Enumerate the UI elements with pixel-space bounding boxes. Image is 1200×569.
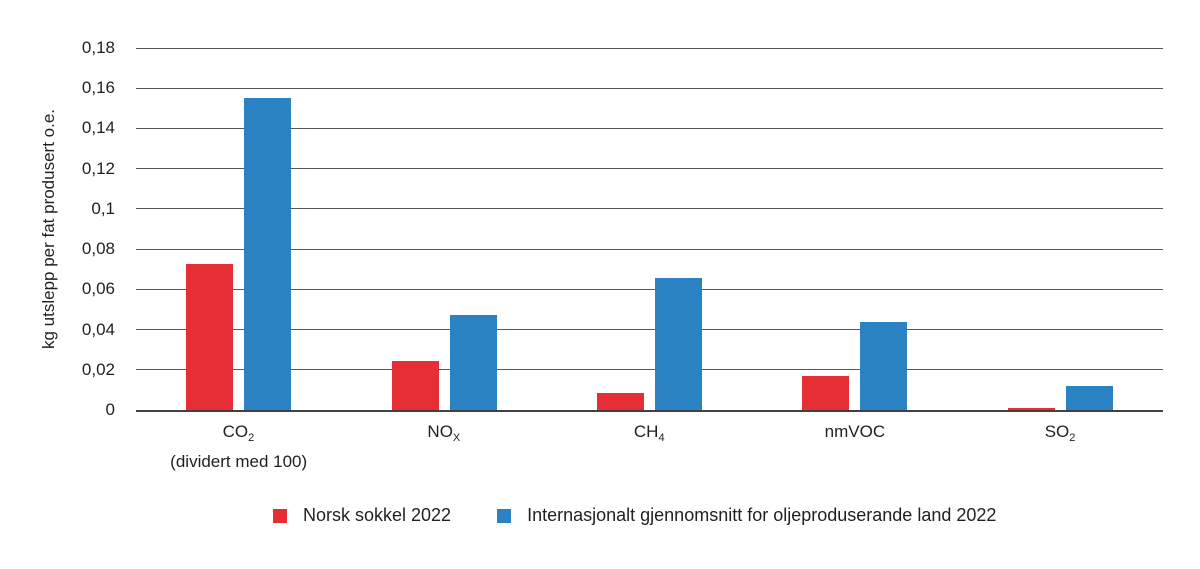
x-category-label: SO2 <box>1044 422 1076 444</box>
bar-series0-cat1 <box>391 360 439 410</box>
y-axis-title: kg utslepp per fat produsert o.e. <box>39 108 58 350</box>
y-tick-label: 0,06 <box>81 279 115 299</box>
gridline <box>136 87 1163 89</box>
legend-label-norsk-sokkel: Norsk sokkel 2022 <box>303 505 452 525</box>
gridline <box>136 208 1163 210</box>
y-tick-label: 0,02 <box>81 359 115 379</box>
x-category-note: (dividert med 100) <box>170 452 308 471</box>
legend-label-internasjonalt-gjennomsnitt: Internasjonalt gjennomsnitt for oljeprod… <box>527 505 997 525</box>
bar-series1-cat0 <box>244 98 292 410</box>
legend: Norsk sokkel 2022 Internasjonalt gjennom… <box>273 505 996 526</box>
bar-series0-cat0 <box>186 264 234 410</box>
legend-item-internasjonalt-gjennomsnitt: Internasjonalt gjennomsnitt for oljeprod… <box>497 505 996 526</box>
bar-series1-cat4 <box>1065 385 1113 410</box>
y-tick-label: 0,14 <box>81 118 115 138</box>
y-tick-label: 0,04 <box>81 319 115 339</box>
plot-area <box>136 47 1163 412</box>
legend-item-norsk-sokkel: Norsk sokkel 2022 <box>273 505 451 526</box>
y-tick-label: 0,1 <box>91 198 115 218</box>
y-tick-label: 0,16 <box>81 78 115 98</box>
gridline <box>136 47 1163 49</box>
bar-series0-cat4 <box>1007 408 1055 410</box>
bar-series1-cat3 <box>860 321 908 410</box>
bar-series1-cat1 <box>449 315 497 410</box>
x-category-label: nmVOC <box>824 422 886 441</box>
gridline <box>136 127 1163 129</box>
gridline <box>136 369 1163 371</box>
y-tick-label: 0,12 <box>81 158 115 178</box>
x-category-label: CO2 (dividert med 100) <box>129 420 349 473</box>
gridline <box>136 248 1163 250</box>
legend-swatch-red <box>273 508 287 523</box>
y-tick-label: 0,18 <box>81 38 115 57</box>
gridline <box>136 288 1163 290</box>
bar-series1-cat2 <box>655 278 702 410</box>
gridline <box>136 329 1163 331</box>
bar-series0-cat2 <box>597 392 644 410</box>
gridline <box>136 168 1163 170</box>
y-tick-label: 0,08 <box>81 239 115 259</box>
legend-swatch-blue <box>497 508 512 523</box>
x-category-label: NOX <box>427 422 461 444</box>
bar-series0-cat3 <box>802 375 850 410</box>
y-tick-label: 0 <box>105 400 115 419</box>
x-category-label: CH4 <box>633 422 666 444</box>
